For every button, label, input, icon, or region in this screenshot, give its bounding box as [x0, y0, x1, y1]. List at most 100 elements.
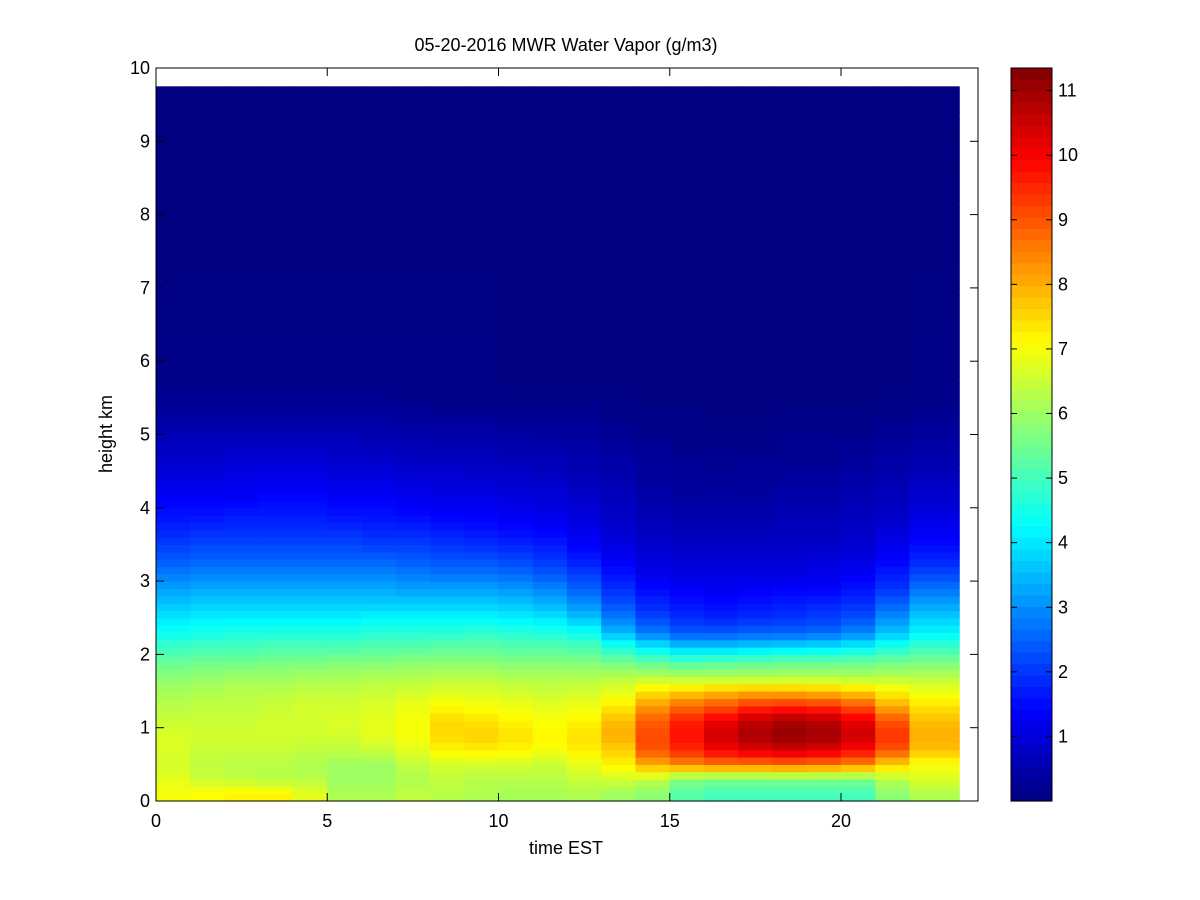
heatmap-cell: [395, 111, 431, 120]
heatmap-cell: [361, 155, 397, 164]
heatmap-cell: [635, 302, 671, 311]
heatmap-cell: [909, 199, 960, 208]
heatmap-cell: [841, 676, 876, 685]
heatmap-cell: [806, 295, 842, 304]
heatmap-cell: [669, 588, 705, 597]
heatmap-cell: [806, 155, 842, 164]
heatmap-cell: [772, 647, 808, 655]
heatmap-cell: [293, 141, 328, 150]
heatmap-cell: [293, 419, 328, 428]
heatmap-cell: [361, 126, 397, 135]
heatmap-cell: [601, 265, 637, 274]
heatmap-cell: [190, 485, 226, 494]
heatmap-cell: [395, 595, 431, 604]
heatmap-cell: [635, 265, 671, 274]
heatmap-cell: [875, 163, 911, 172]
heatmap-cell: [772, 419, 808, 428]
heatmap-cell: [430, 251, 465, 260]
heatmap-cell: [738, 632, 774, 641]
heatmap-cell: [464, 676, 500, 685]
heatmap-cell: [430, 295, 465, 304]
heatmap-cell: [395, 705, 431, 714]
heatmap-cell: [224, 720, 260, 729]
heatmap-cell: [190, 727, 226, 736]
heatmap-cell: [669, 207, 705, 216]
heatmap-cell: [224, 500, 260, 509]
heatmap-cell: [327, 507, 363, 516]
heatmap-cell: [567, 170, 602, 179]
heatmap-cell: [841, 141, 876, 150]
heatmap-cell: [841, 97, 876, 106]
heatmap-cell: [875, 559, 911, 568]
heatmap-cell: [293, 698, 328, 707]
heatmap-cell: [806, 229, 842, 238]
heatmap-cell: [909, 192, 960, 201]
heatmap-cell: [464, 713, 500, 721]
heatmap-cell: [156, 529, 191, 538]
colorbar-step: [1011, 274, 1052, 287]
colorbar-tick-label: 5: [1058, 468, 1068, 488]
heatmap-cell: [327, 390, 363, 399]
heatmap-cell: [669, 720, 705, 729]
heatmap-cell: [395, 573, 431, 582]
heatmap-cell: [532, 698, 568, 707]
heatmap-cell: [635, 309, 671, 318]
heatmap-cell: [601, 280, 637, 289]
heatmap-cell: [669, 441, 705, 450]
heatmap-cell: [224, 471, 260, 480]
heatmap-cell: [635, 346, 671, 355]
heatmap-cell: [293, 779, 328, 787]
heatmap-cell: [841, 280, 876, 289]
heatmap-cell: [635, 786, 671, 795]
heatmap-cell: [293, 397, 328, 406]
heatmap-cell: [601, 339, 637, 348]
heatmap-cell: [395, 368, 431, 377]
heatmap-cell: [806, 192, 842, 201]
heatmap-cell: [327, 126, 363, 135]
heatmap-cell: [875, 529, 911, 538]
heatmap-cell: [156, 676, 191, 685]
heatmap-cell: [190, 434, 226, 443]
heatmap-cell: [669, 104, 705, 113]
heatmap-cell: [567, 485, 602, 494]
heatmap-cell: [464, 573, 500, 582]
heatmap-cell: [293, 463, 328, 472]
heatmap-cell: [224, 265, 260, 274]
heatmap-cell: [635, 434, 671, 443]
heatmap-cell: [190, 507, 226, 516]
heatmap-cell: [156, 749, 191, 758]
heatmap-cell: [635, 764, 671, 773]
heatmap-cell: [772, 581, 808, 590]
heatmap-cell: [841, 515, 876, 524]
heatmap-cell: [841, 427, 876, 436]
heatmap-cell: [772, 720, 808, 729]
heatmap-cell: [875, 507, 911, 516]
colorbar-step: [1011, 331, 1052, 344]
heatmap-cell: [738, 493, 774, 502]
heatmap-cell: [190, 236, 226, 245]
heatmap-cell: [875, 251, 911, 260]
heatmap-cell: [909, 764, 960, 773]
heatmap-cell: [532, 581, 568, 590]
heatmap-cell: [361, 89, 397, 98]
heatmap-cell: [224, 713, 260, 721]
heatmap-cell: [909, 610, 960, 619]
heatmap-cell: [395, 207, 431, 216]
heatmap-cell: [669, 786, 705, 795]
colorbar-step: [1011, 342, 1052, 355]
heatmap-cell: [361, 676, 397, 685]
heatmap-cell: [841, 661, 876, 670]
heatmap-cell: [601, 207, 637, 216]
heatmap-cell: [258, 192, 294, 201]
heatmap-cell: [738, 141, 774, 150]
heatmap-cell: [395, 566, 431, 575]
heatmap-cell: [875, 353, 911, 362]
heatmap-cell: [738, 573, 774, 582]
heatmap-cell: [395, 353, 431, 362]
heatmap-cell: [224, 375, 260, 384]
heatmap-cell: [875, 419, 911, 428]
heatmap-cell: [464, 742, 500, 751]
heatmap-cell: [430, 661, 465, 670]
heatmap-cell: [841, 449, 876, 458]
heatmap-cell: [738, 265, 774, 274]
